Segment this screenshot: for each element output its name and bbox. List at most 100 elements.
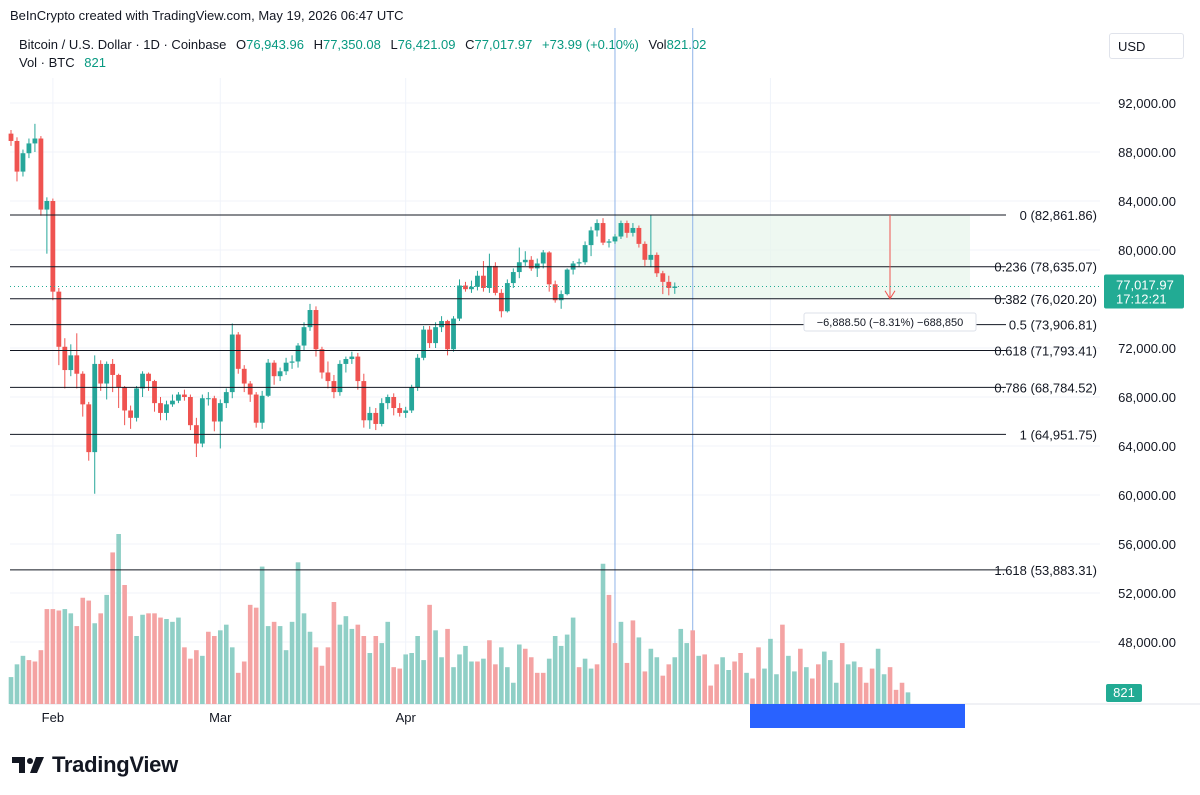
candle-body [433, 327, 438, 344]
symbol-name: Bitcoin / U.S. Dollar · 1D · Coinbase [19, 37, 227, 52]
volume-bar [851, 661, 857, 704]
volume-bar [241, 661, 247, 704]
volume-bar [86, 600, 92, 704]
candle-body [546, 252, 552, 285]
volume-bar [517, 644, 522, 704]
candle-body [283, 362, 289, 372]
candle-body [666, 281, 672, 288]
volume-bar [259, 566, 265, 704]
candle-body [301, 327, 307, 346]
candle-body [522, 259, 528, 263]
volume-bar [188, 658, 193, 704]
candle-body [253, 394, 259, 423]
chart-caption: BeInCrypto created with TradingView.com,… [10, 8, 404, 23]
tradingview-logo: TradingView [12, 752, 178, 778]
volume-bar [80, 597, 86, 704]
price-chart[interactable]: 0 (82,861.86) 0.236 (78,635.07) 0.382 (76,… [0, 0, 1200, 740]
volume-bar [62, 609, 68, 704]
volume-bar [660, 675, 666, 704]
volume-bar [534, 672, 540, 704]
volume-bar [385, 621, 391, 704]
candle-body [271, 362, 277, 377]
candle-body [176, 394, 181, 401]
candle-body [116, 374, 122, 388]
candle-body [50, 201, 56, 292]
candle-body [379, 403, 385, 424]
volume-bar [690, 630, 696, 704]
volume-bar [229, 647, 235, 704]
price-tick-label: 72,000.00 [1118, 341, 1176, 356]
candle-body [134, 388, 139, 418]
candle-body [110, 363, 116, 375]
candle-body [391, 397, 397, 409]
price-tick-label: 64,000.00 [1118, 439, 1176, 454]
fib-label: 0.618 (71,793.41) [994, 344, 1097, 359]
volume-bar [206, 631, 211, 704]
price-tick-label: 68,000.00 [1118, 390, 1176, 405]
candle-body [152, 381, 157, 404]
candle-body [235, 334, 241, 369]
volume-bar [528, 657, 534, 704]
candle-body [498, 292, 504, 312]
volume-bar [821, 651, 827, 704]
candle-body [74, 355, 80, 374]
volume-bar [343, 616, 349, 704]
candle-body [259, 395, 265, 423]
candle-body [439, 321, 444, 328]
candle-body [20, 153, 26, 172]
volume-bar [56, 610, 62, 704]
volume-bar [271, 621, 277, 704]
candle-body [86, 404, 92, 453]
price-tick-label: 88,000.00 [1118, 145, 1176, 160]
candle-body [558, 294, 564, 301]
volume-bar [469, 661, 474, 704]
volume-bar [594, 664, 600, 704]
last-price-label: 77,017.97 [1116, 278, 1174, 293]
candle-body [445, 321, 450, 350]
volume-bar [606, 594, 612, 704]
candle-body [451, 318, 456, 350]
candle-body [68, 355, 74, 371]
candle-body [44, 201, 50, 210]
candle-body [122, 387, 128, 411]
range-start-label: Wed 06 May '26 [568, 710, 661, 725]
volume-bar [744, 672, 749, 704]
volume-bar [319, 665, 325, 704]
volume-bar [893, 689, 899, 704]
currency-selector[interactable]: USD [1109, 33, 1184, 59]
candle-body [313, 310, 319, 350]
last-price-badge [1104, 274, 1184, 309]
candle-body [660, 273, 666, 282]
volume-bar [349, 628, 355, 704]
volume-legend[interactable]: Vol · BTC 821 [19, 55, 106, 70]
volume-bar [702, 654, 707, 704]
candle-body [618, 223, 624, 237]
high-label: H [313, 37, 323, 52]
candle-body [211, 398, 217, 422]
volume-bar [654, 657, 660, 704]
low-label: L [390, 37, 398, 52]
candle-body [361, 381, 367, 421]
volume-bar [20, 655, 26, 704]
volume-bar [44, 609, 50, 704]
volume-bar [158, 617, 163, 704]
volume-bar [427, 604, 432, 704]
price-tick-label: 60,000.00 [1118, 488, 1176, 503]
candle-body [487, 265, 492, 288]
volume-bar [74, 626, 80, 704]
volume-bar [140, 614, 145, 704]
candle-body [140, 373, 145, 389]
volume-bar [457, 654, 462, 704]
volume-bar [839, 643, 845, 704]
candle-body [56, 291, 62, 347]
time-tick-label: Apr [396, 710, 417, 725]
close-value: 77,017.97 [474, 37, 533, 52]
candle-body [170, 400, 175, 405]
volume-bar [582, 658, 588, 704]
candle-body [612, 236, 618, 242]
volume-bar [152, 613, 157, 704]
candle-body [397, 408, 403, 413]
candle-body [277, 371, 283, 377]
candle-body [648, 254, 654, 260]
volume-bar [845, 664, 851, 704]
